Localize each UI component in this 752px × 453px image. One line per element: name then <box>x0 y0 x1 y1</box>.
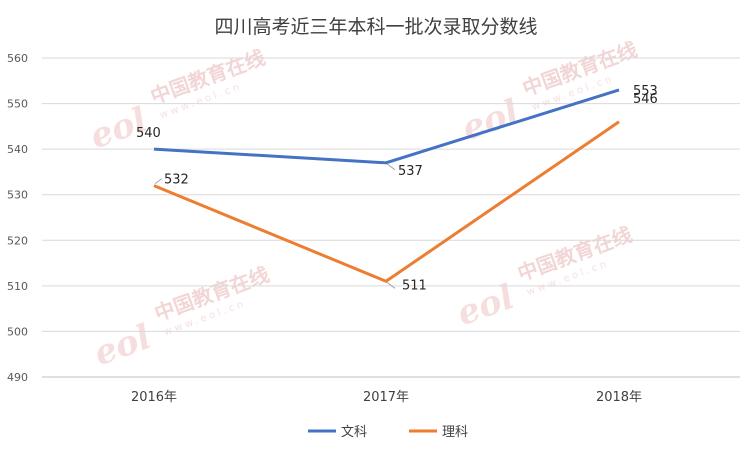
leader-line <box>154 178 163 185</box>
chart-title: 四川高考近三年本科一批次录取分数线 <box>214 16 538 38</box>
x-tick-label: 2016年 <box>131 390 177 405</box>
y-tick-label: 510 <box>7 280 28 293</box>
y-tick-label: 530 <box>7 189 28 202</box>
series-line-2 <box>153 120 620 283</box>
leader-line <box>386 163 396 171</box>
y-tick-label: 520 <box>7 234 28 247</box>
watermark-logo: eol <box>89 317 157 374</box>
legend-label: 文科 <box>341 425 367 440</box>
series-line-1 <box>153 88 620 165</box>
x-tick-label: 2018年 <box>596 390 642 405</box>
y-tick-label: 540 <box>7 143 28 156</box>
data-label: 537 <box>398 164 423 179</box>
leader-line <box>386 281 396 289</box>
data-label: 511 <box>402 278 427 293</box>
y-tick-label: 490 <box>7 371 28 384</box>
data-label: 540 <box>136 126 161 141</box>
y-tick-label: 500 <box>7 325 28 338</box>
data-label: 532 <box>164 173 189 188</box>
data-label: 553 <box>633 84 658 99</box>
y-tick-label: 560 <box>7 52 28 65</box>
watermark-logo: eol <box>457 92 525 149</box>
y-tick-label: 550 <box>7 98 28 111</box>
legend-label: 理科 <box>442 425 468 440</box>
x-tick-label: 2017年 <box>363 390 409 405</box>
data-label: 546 <box>633 92 658 107</box>
